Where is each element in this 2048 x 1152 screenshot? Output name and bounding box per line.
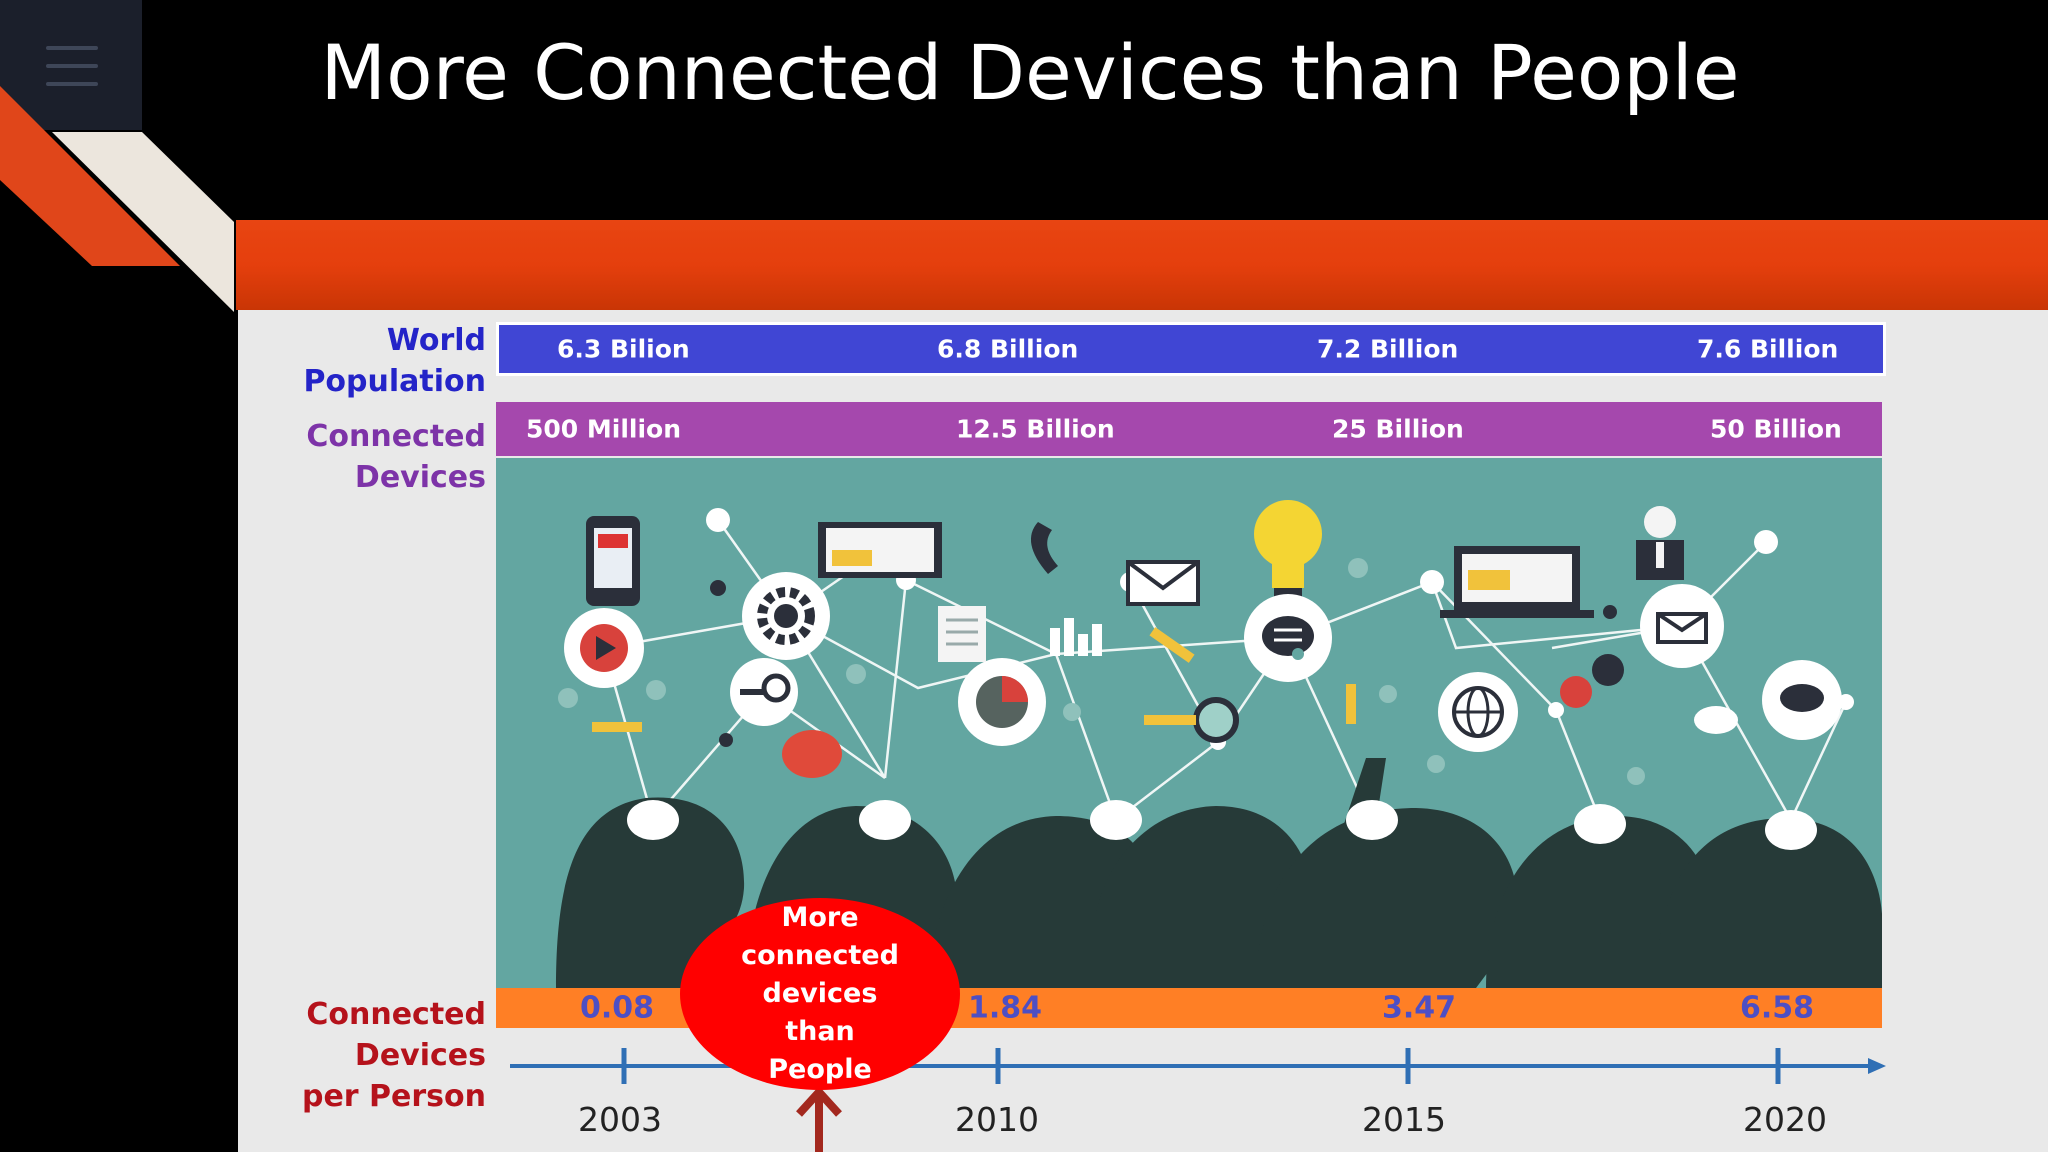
year-2015: 2015 <box>1362 1100 1446 1139</box>
chat-icon <box>782 594 1332 778</box>
callout-line: devices <box>762 978 878 1009</box>
population-2015: 7.2 Billion <box>1317 334 1459 364</box>
devices-2010: 12.5 Billion <box>956 414 1115 444</box>
world-population-band: 6.3 Bilion 6.8 Billion 7.2 Billion 7.6 B… <box>496 322 1886 376</box>
crossover-callout: More connected devices than People <box>680 898 960 1090</box>
lightbulb-icon <box>1254 500 1322 602</box>
corner-stripes <box>0 86 234 312</box>
envelope-icon <box>1126 560 1724 668</box>
timeline-arrow-icon <box>1868 1058 1886 1074</box>
label-line: Connected <box>306 997 486 1032</box>
label-line: Devices <box>354 1038 486 1073</box>
label-line: per Person <box>301 1079 486 1114</box>
year-2010: 2010 <box>955 1100 1039 1139</box>
magnifier-icon <box>730 658 798 726</box>
document-icon <box>938 606 986 662</box>
cloud-icon <box>1694 660 1842 740</box>
connected-devices-label: Connected Devices <box>250 416 486 498</box>
label-line: Population <box>303 364 486 399</box>
year-2020: 2020 <box>1743 1100 1827 1139</box>
ratio-2020: 6.58 <box>1740 990 1815 1026</box>
pencil-icon <box>592 627 1356 732</box>
laptop-icon <box>818 522 1594 618</box>
ratio-2010: 1.84 <box>968 990 1043 1026</box>
menu-icon[interactable] <box>46 46 98 86</box>
label-line: World <box>386 323 486 358</box>
person-icon <box>1636 506 1684 580</box>
magnifier-icon <box>1144 697 1239 743</box>
world-population-label: World Population <box>250 320 486 402</box>
globe-icon <box>1438 672 1518 752</box>
network-illustration <box>496 458 1882 988</box>
population-2003: 6.3 Bilion <box>557 334 690 364</box>
menu-tile <box>0 0 142 130</box>
ratio-2015: 3.47 <box>1382 990 1457 1026</box>
gear-icon <box>742 572 830 660</box>
population-2010: 6.8 Billion <box>937 334 1079 364</box>
callout-line: More <box>781 902 859 933</box>
callout-line: than <box>785 1016 855 1047</box>
play-icon <box>564 608 644 688</box>
devices-2015: 25 Billion <box>1332 414 1464 444</box>
timeline: 2003 2010 2015 2020 <box>496 1034 1886 1152</box>
callout-line: connected <box>741 940 899 971</box>
label-line: Connected <box>306 419 486 454</box>
title-underline-bar <box>236 220 2048 310</box>
telephone-icon <box>1030 522 1058 574</box>
bar-chart-icon <box>1050 618 1102 656</box>
devices-2003: 500 Million <box>526 414 682 444</box>
label-line: Devices <box>354 460 486 495</box>
pie-chart-icon <box>958 658 1046 746</box>
page-title: More Connected Devices than People <box>320 28 1740 117</box>
callout-line: People <box>768 1054 872 1085</box>
year-2003: 2003 <box>578 1100 662 1139</box>
devices-2020: 50 Billion <box>1710 414 1842 444</box>
connected-devices-band: 500 Million 12.5 Billion 25 Billion 50 B… <box>496 402 1882 456</box>
phone-icon <box>586 516 640 606</box>
population-2020: 7.6 Billion <box>1697 334 1839 364</box>
ratio-2003: 0.08 <box>580 990 655 1026</box>
per-person-label: Connected Devices per Person <box>250 994 486 1117</box>
